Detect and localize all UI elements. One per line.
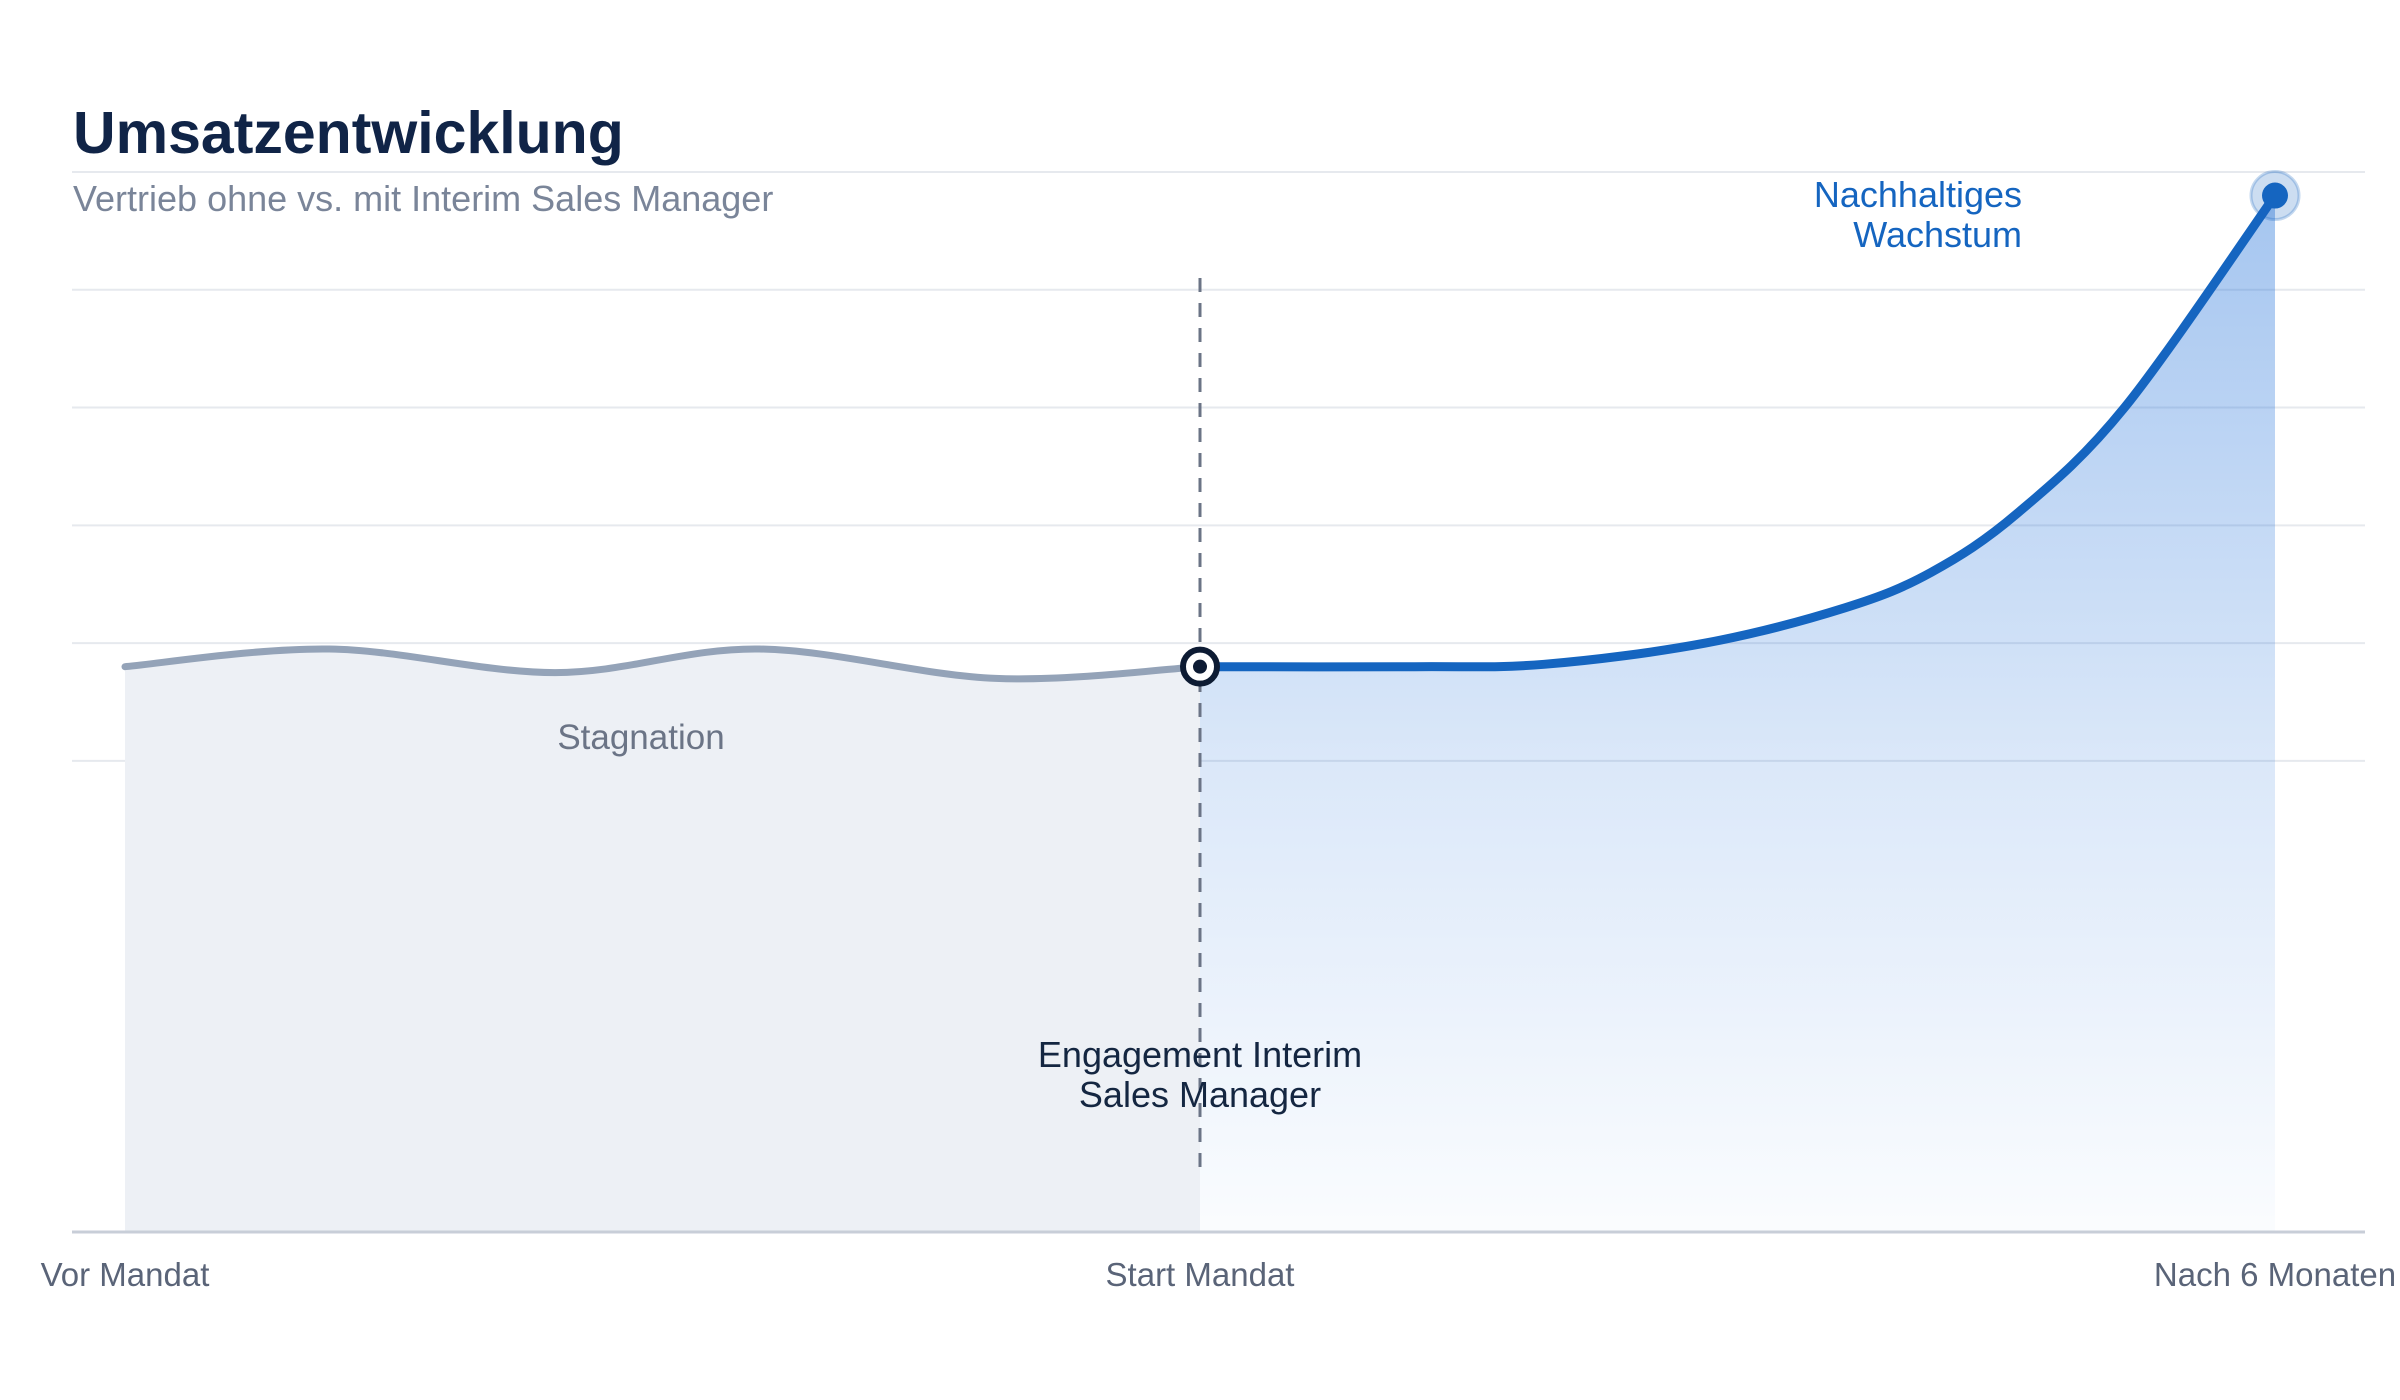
series-lines [121, 191, 2280, 683]
annotation-engagement-line: Sales Manager [1079, 1074, 1321, 1115]
x-tick-label: Vor Mandat [41, 1256, 210, 1293]
annotation-stagnation: Stagnation [557, 718, 724, 757]
x-tick-labels: Vor Mandat Start Mandat Nach 6 Monaten [41, 1256, 2396, 1293]
area-fills [125, 195, 2275, 1233]
start-mandate-marker-dot [1193, 659, 1207, 674]
x-tick-label: Start Mandat [1106, 1256, 1295, 1293]
growth-end-marker-dot [2262, 182, 2288, 209]
chart-subtitle: Vertrieb ohne vs. mit Interim Sales Mana… [73, 178, 773, 219]
area-fill-series-1 [125, 648, 1200, 1232]
chart-title: Umsatzentwicklung [73, 100, 624, 166]
series-line-2 [1195, 191, 2280, 672]
series-line-1 [121, 645, 1204, 683]
annotation-engagement-line: Engagement Interim [1038, 1034, 1362, 1075]
annotation-growth-line: Wachstum [1853, 214, 2022, 255]
point-markers [1180, 170, 2301, 687]
area-fill-series-2 [1200, 195, 2275, 1233]
annotation-growth-line: Nachhaltiges [1814, 174, 2022, 215]
x-tick-label: Nach 6 Monaten [2154, 1256, 2396, 1293]
